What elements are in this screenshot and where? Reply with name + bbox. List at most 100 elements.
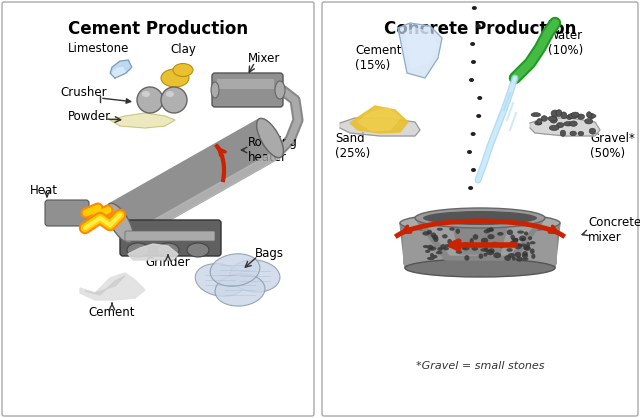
Ellipse shape	[432, 235, 438, 240]
Ellipse shape	[486, 250, 494, 255]
Ellipse shape	[517, 230, 524, 234]
Ellipse shape	[470, 42, 475, 46]
Ellipse shape	[481, 238, 488, 243]
Ellipse shape	[589, 128, 596, 134]
Ellipse shape	[568, 113, 578, 119]
Ellipse shape	[211, 82, 219, 98]
Ellipse shape	[440, 244, 446, 250]
Ellipse shape	[564, 122, 573, 126]
Ellipse shape	[508, 253, 515, 258]
Text: Crusher: Crusher	[60, 86, 107, 99]
Ellipse shape	[427, 245, 433, 250]
Ellipse shape	[187, 243, 209, 257]
Polygon shape	[358, 108, 400, 131]
Ellipse shape	[433, 255, 438, 258]
Ellipse shape	[173, 64, 193, 76]
Ellipse shape	[571, 112, 579, 117]
Text: Cement
(15%): Cement (15%)	[355, 44, 401, 72]
Ellipse shape	[449, 227, 455, 231]
Ellipse shape	[456, 250, 462, 254]
Ellipse shape	[437, 247, 443, 251]
FancyBboxPatch shape	[403, 231, 557, 265]
Ellipse shape	[488, 248, 495, 253]
Text: Bags: Bags	[255, 247, 284, 260]
Text: Gravel*
(50%): Gravel* (50%)	[590, 132, 635, 160]
Polygon shape	[415, 218, 545, 260]
Ellipse shape	[524, 246, 531, 251]
Ellipse shape	[486, 228, 494, 232]
Ellipse shape	[522, 257, 529, 261]
Ellipse shape	[570, 121, 577, 126]
Ellipse shape	[142, 91, 150, 97]
Ellipse shape	[589, 113, 594, 119]
Ellipse shape	[463, 242, 468, 247]
FancyBboxPatch shape	[217, 79, 274, 89]
Ellipse shape	[447, 239, 452, 244]
Ellipse shape	[577, 114, 584, 120]
Ellipse shape	[257, 118, 284, 158]
Text: Heat: Heat	[30, 184, 58, 196]
Ellipse shape	[548, 116, 557, 121]
Ellipse shape	[456, 243, 463, 247]
Ellipse shape	[549, 125, 559, 130]
Ellipse shape	[504, 255, 511, 261]
Ellipse shape	[423, 245, 429, 248]
FancyBboxPatch shape	[2, 2, 314, 416]
Ellipse shape	[499, 245, 504, 248]
Ellipse shape	[405, 259, 555, 277]
FancyBboxPatch shape	[212, 73, 283, 107]
Ellipse shape	[467, 150, 472, 154]
Polygon shape	[127, 150, 281, 242]
Text: Clay: Clay	[170, 43, 196, 56]
Ellipse shape	[556, 110, 562, 117]
Text: Mixer: Mixer	[248, 51, 280, 64]
Ellipse shape	[472, 247, 478, 251]
Ellipse shape	[455, 242, 461, 247]
FancyBboxPatch shape	[120, 220, 221, 256]
Text: *Gravel = small stones: *Gravel = small stones	[416, 361, 544, 371]
Ellipse shape	[483, 253, 488, 257]
Polygon shape	[110, 113, 175, 128]
Ellipse shape	[451, 241, 458, 247]
Ellipse shape	[560, 130, 566, 136]
Ellipse shape	[476, 114, 481, 118]
Ellipse shape	[522, 253, 528, 258]
Ellipse shape	[484, 247, 488, 252]
Ellipse shape	[436, 251, 442, 254]
Ellipse shape	[157, 243, 179, 257]
Ellipse shape	[166, 91, 174, 97]
Ellipse shape	[473, 234, 478, 240]
Ellipse shape	[519, 235, 526, 241]
Ellipse shape	[535, 121, 542, 125]
Ellipse shape	[585, 119, 593, 124]
Ellipse shape	[436, 228, 443, 231]
Ellipse shape	[468, 186, 473, 190]
Ellipse shape	[454, 242, 460, 245]
Ellipse shape	[529, 241, 536, 245]
Ellipse shape	[511, 238, 518, 242]
Ellipse shape	[425, 250, 430, 253]
Ellipse shape	[462, 245, 467, 249]
Text: Cement Production: Cement Production	[68, 20, 248, 38]
Ellipse shape	[512, 257, 516, 260]
Ellipse shape	[477, 96, 483, 100]
Ellipse shape	[492, 242, 498, 245]
Ellipse shape	[566, 115, 572, 120]
Polygon shape	[80, 273, 145, 300]
Ellipse shape	[427, 257, 435, 260]
FancyBboxPatch shape	[125, 231, 215, 241]
Ellipse shape	[433, 237, 438, 242]
Ellipse shape	[456, 229, 460, 234]
Ellipse shape	[444, 247, 449, 250]
Ellipse shape	[215, 274, 265, 306]
Ellipse shape	[557, 122, 564, 127]
Ellipse shape	[561, 112, 567, 119]
Polygon shape	[400, 223, 560, 268]
Text: Water
(10%): Water (10%)	[548, 29, 583, 57]
Ellipse shape	[415, 208, 545, 228]
Ellipse shape	[513, 238, 518, 243]
Text: Limestone: Limestone	[68, 41, 129, 54]
Ellipse shape	[487, 234, 495, 240]
Ellipse shape	[107, 203, 133, 242]
Ellipse shape	[471, 60, 476, 64]
